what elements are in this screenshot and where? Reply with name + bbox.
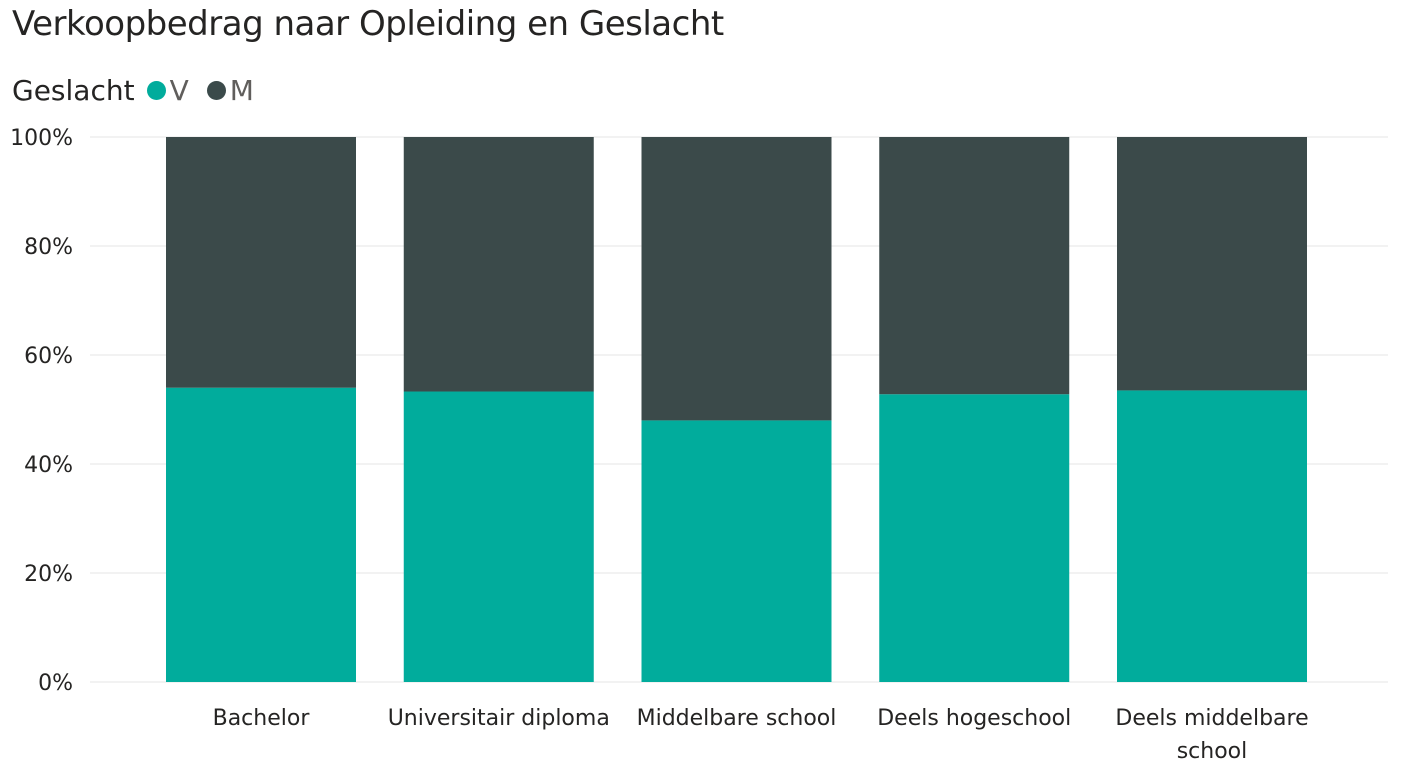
bar-v-0[interactable] (166, 387, 356, 682)
legend-item-v[interactable]: V (146, 73, 189, 107)
bar-m-3[interactable] (879, 137, 1070, 395)
y-tick-label: 20% (24, 562, 73, 587)
legend-label-m: M (229, 73, 254, 107)
legend: Geslacht V M (12, 72, 272, 108)
chart-title: Verkoopbedrag naar Opleiding en Geslacht (12, 4, 724, 44)
legend-item-m[interactable]: M (206, 73, 254, 107)
x-tick-label: Universitair diploma (388, 706, 610, 731)
x-tick-label: Deels middelbare school (1115, 706, 1308, 764)
x-tick-label-line: Bachelor (213, 706, 311, 731)
x-tick-label-line: Universitair diploma (388, 706, 610, 731)
legend-dot-v (146, 80, 166, 100)
bar-v-2[interactable] (641, 420, 832, 682)
bar-v-4[interactable] (1117, 390, 1307, 682)
x-tick-label-line: Middelbare school (637, 706, 837, 731)
x-tick-label-line: Deels hogeschool (877, 706, 1071, 731)
bar-m-4[interactable] (1117, 137, 1307, 391)
x-tick-label: Deels hogeschool (877, 706, 1071, 731)
bar-m-1[interactable] (403, 137, 594, 392)
x-tick-label: Middelbare school (637, 706, 837, 731)
x-tick-label: Bachelor (213, 706, 311, 731)
bar-m-0[interactable] (166, 137, 356, 388)
y-tick-label: 60% (24, 344, 73, 369)
bar-m-2[interactable] (641, 137, 832, 421)
bar-v-1[interactable] (403, 391, 594, 682)
y-tick-label: 80% (24, 235, 73, 260)
y-tick-label: 100% (10, 126, 73, 151)
x-tick-label-line: school (1177, 739, 1248, 764)
bar-v-3[interactable] (879, 394, 1070, 682)
legend-dot-m (206, 80, 226, 100)
y-tick-label: 0% (38, 671, 73, 696)
legend-label-v: V (169, 73, 189, 107)
x-tick-label-line: Deels middelbare (1115, 706, 1308, 731)
legend-title: Geslacht (12, 73, 135, 107)
y-tick-label: 40% (24, 453, 73, 478)
